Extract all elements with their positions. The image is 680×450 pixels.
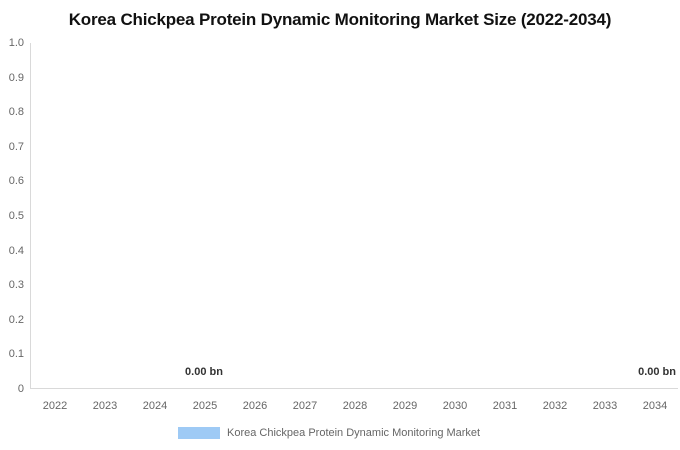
x-tick-label: 2028: [342, 400, 368, 412]
y-tick-label: 0.9: [8, 72, 24, 84]
x-tick-label: 2024: [142, 400, 168, 412]
legend-label: Korea Chickpea Protein Dynamic Monitorin…: [227, 427, 481, 439]
y-tick-label: 0: [17, 383, 24, 395]
x-tick-label: 2031: [492, 400, 518, 412]
data-label-2025: 0.00 bn: [185, 366, 223, 378]
y-tick-label: 0.3: [8, 279, 24, 291]
y-tick-label: 0.5: [8, 210, 24, 222]
y-tick-label: 0.8: [8, 106, 24, 118]
legend-swatch: [178, 427, 220, 439]
x-tick-label: 2023: [92, 400, 118, 412]
y-tick-label: 1.0: [8, 37, 24, 49]
chart-title: Korea Chickpea Protein Dynamic Monitorin…: [68, 10, 612, 29]
y-tick-label: 0.6: [8, 175, 24, 187]
y-tick-label: 0.1: [8, 348, 24, 360]
x-tick-label: 2026: [242, 400, 268, 412]
y-tick-label: 0.2: [8, 314, 24, 326]
y-tick-label: 0.4: [8, 245, 24, 257]
x-tick-label: 2030: [442, 400, 468, 412]
x-tick-label: 2027: [292, 400, 318, 412]
x-tick-label: 2034: [642, 400, 668, 412]
legend-item[interactable]: Korea Chickpea Protein Dynamic Monitorin…: [178, 426, 480, 440]
y-tick-label: 0.7: [8, 141, 24, 153]
data-label-2034: 0.00 bn: [638, 366, 676, 378]
y-axis-line: [30, 43, 31, 389]
x-tick-label: 2033: [592, 400, 618, 412]
x-tick-label: 2025: [192, 400, 218, 412]
x-tick-label: 2022: [42, 400, 68, 412]
x-tick-label: 2029: [392, 400, 418, 412]
x-axis-line: [30, 388, 678, 389]
x-tick-label: 2032: [542, 400, 568, 412]
